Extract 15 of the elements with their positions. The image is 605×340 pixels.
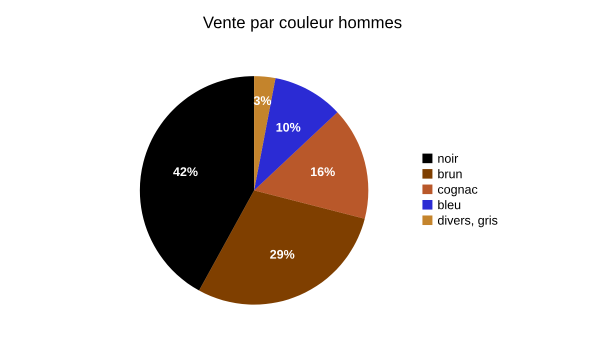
legend-label: noir [438, 154, 458, 163]
data-label: 42% [173, 167, 198, 176]
pie-slice [199, 190, 365, 305]
pie-slice [254, 78, 338, 190]
legend-label: bleu [438, 200, 460, 210]
pie-slice [254, 76, 276, 190]
legend-label: brun [438, 169, 462, 178]
chart-title: Vente par couleur hommes [202, 16, 402, 32]
legend-label: divers, gris [438, 216, 498, 228]
legend-label: cognac [438, 186, 478, 196]
pie-slice [140, 76, 254, 291]
pie-slice [254, 112, 368, 219]
data-label: 10% [276, 122, 300, 132]
data-label: 29% [270, 250, 294, 259]
data-label: 16% [310, 167, 335, 176]
